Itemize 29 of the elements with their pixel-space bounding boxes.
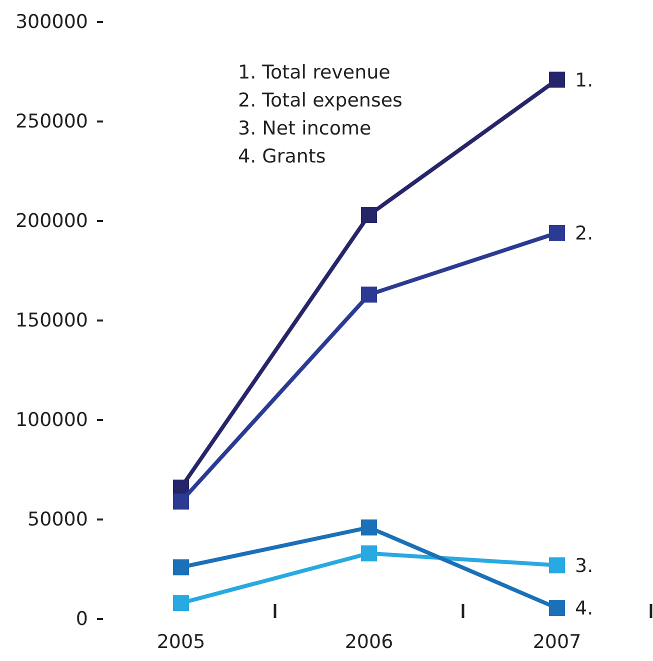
point <box>549 72 565 88</box>
point <box>549 557 565 574</box>
annotation: 1. Total revenue <box>238 62 390 84</box>
annotation: 2. Total expenses <box>238 90 402 112</box>
x-tick-label: 2007 <box>532 631 582 653</box>
x-tick-label: 2006 <box>344 631 394 653</box>
y-tick-label: 50000 <box>28 508 88 531</box>
x-tick-label: 2005 <box>156 631 206 653</box>
series-label: 3. <box>575 554 594 577</box>
point <box>549 224 565 241</box>
y-tick-label: 100000 <box>15 409 88 432</box>
annotation: 3. Net income <box>238 118 372 140</box>
point <box>361 286 377 303</box>
point <box>361 207 377 224</box>
point <box>173 494 189 510</box>
y-tick-label: 150000 <box>15 310 88 332</box>
series-label: 1. <box>575 69 594 92</box>
y-tick-label: 0 <box>76 608 88 630</box>
point <box>361 545 377 562</box>
series-label: 4. <box>575 598 594 620</box>
y-tick-label: 300000 <box>15 11 88 34</box>
point <box>173 559 189 576</box>
series-label: 2. <box>575 222 594 245</box>
point <box>173 595 189 612</box>
point <box>549 600 565 616</box>
y-tick-label: 250000 <box>15 110 88 133</box>
y-tick-label: 200000 <box>15 210 88 232</box>
point <box>361 519 377 536</box>
annotation: 4. Grants <box>238 146 326 168</box>
